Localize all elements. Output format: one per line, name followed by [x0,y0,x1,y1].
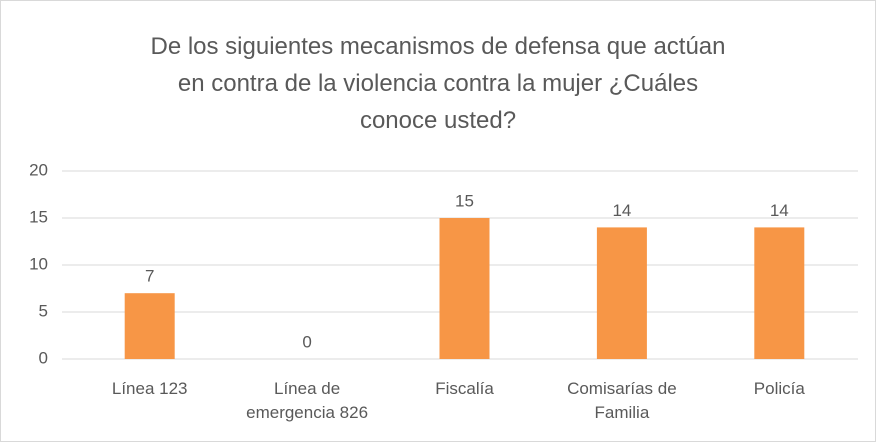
bar [754,227,805,359]
x-tick-label: Comisarías de Familia [567,379,677,422]
data-label: 15 [455,191,474,210]
x-tick-label: Línea 123 [111,379,188,398]
data-label: 7 [145,267,154,286]
x-tick-label: Policía [753,379,805,398]
bar [439,218,490,359]
data-label: 0 [302,332,311,351]
y-tick-label: 20 [29,160,48,179]
y-tick-label: 5 [39,301,48,320]
y-tick-label: 15 [29,207,48,226]
x-tick-label: Fiscalía [435,379,494,398]
bar [596,227,647,359]
data-label: 14 [612,201,631,220]
data-label: 14 [770,201,789,220]
chart-title: De los siguientes mecanismos de defensa … [150,33,726,134]
y-tick-label: 10 [29,254,48,273]
y-tick-label: 0 [39,348,48,367]
x-tick-label: Línea de emergencia 826 [246,379,369,422]
bar [124,293,175,359]
